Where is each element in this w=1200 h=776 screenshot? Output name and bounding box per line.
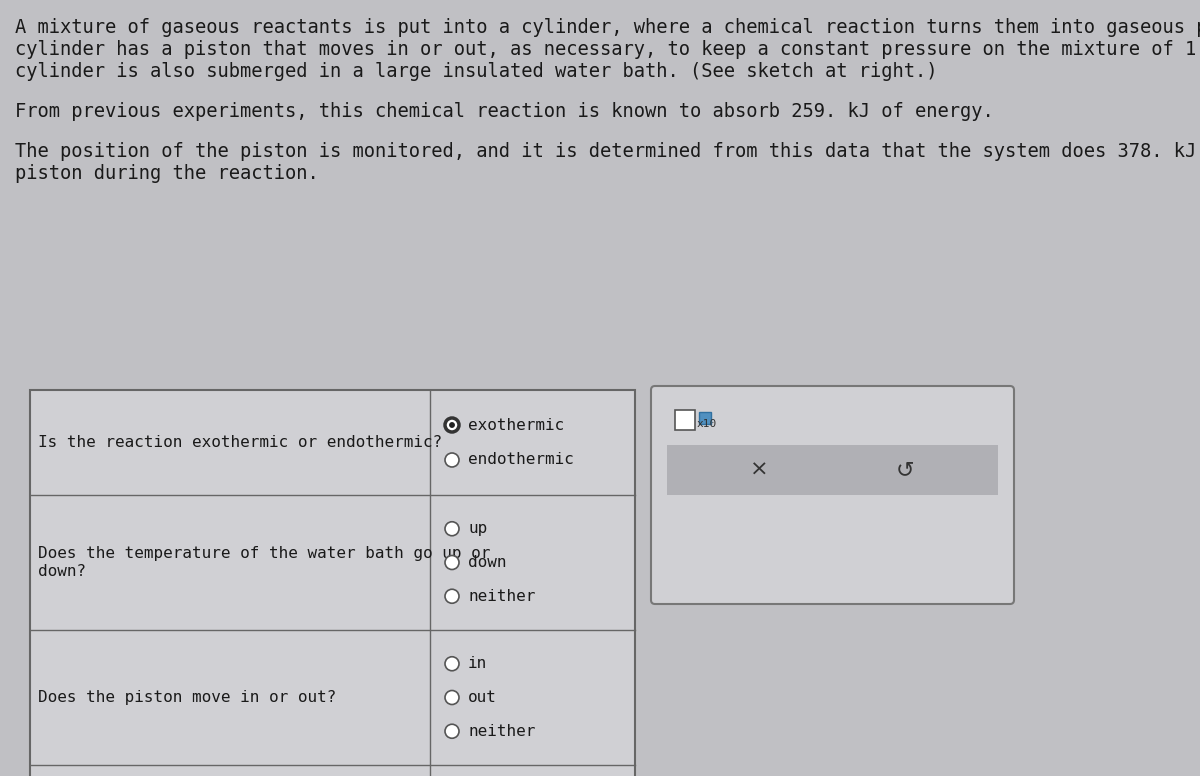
Text: ×: × xyxy=(750,460,769,480)
Text: endothermic: endothermic xyxy=(468,452,574,467)
Circle shape xyxy=(445,556,458,570)
Text: The position of the piston is monitored, and it is determined from this data tha: The position of the piston is monitored,… xyxy=(14,142,1200,161)
Bar xyxy=(698,412,710,424)
Text: out: out xyxy=(468,690,497,705)
Text: piston during the reaction.: piston during the reaction. xyxy=(14,164,319,183)
Bar xyxy=(667,445,998,495)
Text: neither: neither xyxy=(468,724,535,739)
Circle shape xyxy=(445,691,458,705)
Text: in: in xyxy=(468,656,487,671)
Circle shape xyxy=(445,418,458,432)
Text: down?: down? xyxy=(38,564,86,579)
Text: Does the piston move in or out?: Does the piston move in or out? xyxy=(38,690,336,705)
Text: x10: x10 xyxy=(697,419,718,429)
Text: Is the reaction exothermic or endothermic?: Is the reaction exothermic or endothermi… xyxy=(38,435,443,450)
Text: cylinder is also submerged in a large insulated water bath. (See sketch at right: cylinder is also submerged in a large in… xyxy=(14,62,937,81)
Circle shape xyxy=(445,521,458,535)
Text: up: up xyxy=(468,521,487,536)
Text: down: down xyxy=(468,555,506,570)
Text: cylinder has a piston that moves in or out, as necessary, to keep a constant pre: cylinder has a piston that moves in or o… xyxy=(14,40,1200,59)
Circle shape xyxy=(445,724,458,738)
Text: neither: neither xyxy=(468,589,535,604)
Bar xyxy=(674,410,695,430)
FancyBboxPatch shape xyxy=(650,386,1014,604)
Text: ↺: ↺ xyxy=(896,460,914,480)
Circle shape xyxy=(445,656,458,670)
Circle shape xyxy=(449,422,455,428)
Text: From previous experiments, this chemical reaction is known to absorb 259. kJ of : From previous experiments, this chemical… xyxy=(14,102,994,121)
Circle shape xyxy=(445,589,458,603)
Text: A mixture of gaseous reactants is put into a cylinder, where a chemical reaction: A mixture of gaseous reactants is put in… xyxy=(14,18,1200,37)
Circle shape xyxy=(445,453,458,467)
Text: Does the temperature of the water bath go up or: Does the temperature of the water bath g… xyxy=(38,546,491,561)
Text: exothermic: exothermic xyxy=(468,417,564,432)
Bar xyxy=(30,390,635,776)
